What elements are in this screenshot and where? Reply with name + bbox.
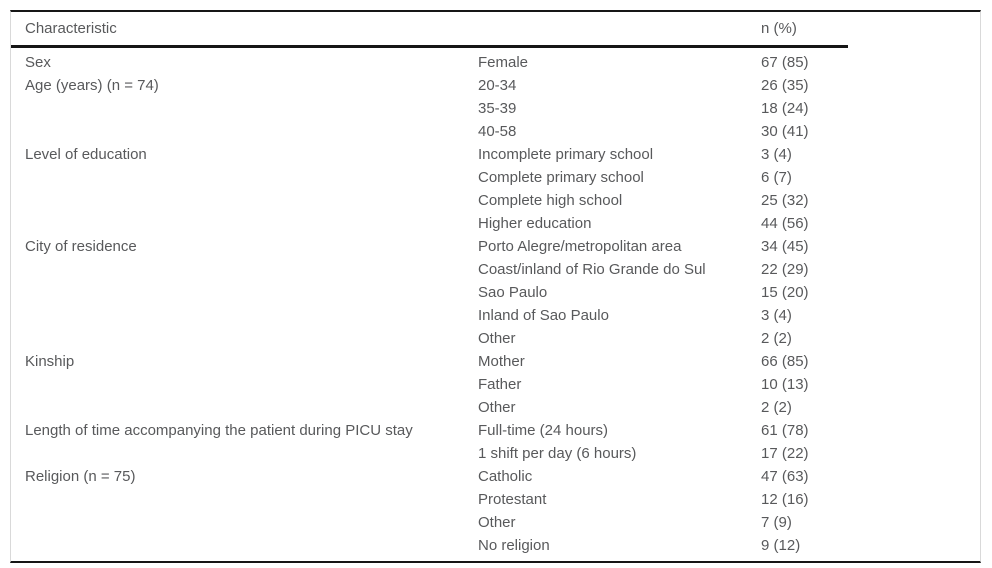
cell-category: Protestant	[478, 491, 547, 508]
cell-category: Female	[478, 54, 529, 71]
cell-value: 17 (22)	[761, 445, 809, 462]
cell-value: 61 (78)	[761, 422, 809, 439]
cell-characteristic	[25, 327, 478, 350]
table-row: Sex Female 67 (85)	[11, 51, 980, 74]
cell-characteristic: Level of education	[25, 146, 147, 163]
cell-value: 30 (41)	[761, 123, 809, 140]
cell-value: 25 (32)	[761, 192, 809, 209]
table-row: Level of education Incomplete primary sch…	[11, 143, 980, 166]
cell-value: 44 (56)	[761, 215, 809, 232]
cell-category: Complete high school	[478, 192, 623, 209]
cell-characteristic	[25, 534, 478, 557]
cell-value: 26 (35)	[761, 77, 809, 94]
cell-category: Other	[478, 399, 516, 416]
cell-characteristic	[25, 120, 478, 143]
cell-value: 18 (24)	[761, 100, 809, 117]
table-row: 1 shift per day (6 hours) 17 (22)	[11, 442, 980, 465]
column-header-characteristic: Characteristic	[25, 20, 117, 37]
cell-category: 20-34	[478, 77, 517, 94]
cell-characteristic	[25, 281, 478, 304]
cell-characteristic	[25, 189, 478, 212]
cell-value: 2 (2)	[761, 399, 792, 416]
cell-value: 9 (12)	[761, 537, 801, 554]
cell-value: 34 (45)	[761, 238, 809, 255]
cell-category: Other	[478, 330, 516, 347]
cell-characteristic	[25, 488, 478, 511]
cell-value: 10 (13)	[761, 376, 809, 393]
table-row: Length of time accompanying the patient …	[11, 419, 980, 442]
cell-category: No religion	[478, 537, 550, 554]
cell-characteristic: Age (years) (n = 74)	[25, 77, 159, 94]
cell-characteristic	[25, 212, 478, 235]
column-header-value: n (%)	[761, 20, 797, 37]
cell-characteristic	[25, 511, 478, 534]
cell-value: 15 (20)	[761, 284, 809, 301]
cell-category: Sao Paulo	[478, 284, 548, 301]
table-row: City of residence Porto Alegre/metropolit…	[11, 235, 980, 258]
cell-category: Complete primary school	[478, 169, 644, 186]
table-row: Protestant 12 (16)	[11, 488, 980, 511]
cell-category: Incomplete primary school	[478, 146, 654, 163]
cell-value: 3 (4)	[761, 307, 792, 324]
cell-value: 2 (2)	[761, 330, 792, 347]
cell-characteristic	[25, 97, 478, 120]
table-row: Religion (n = 75) Catholic 47 (63)	[11, 465, 980, 488]
cell-value: 3 (4)	[761, 146, 792, 163]
cell-characteristic	[25, 258, 478, 281]
cell-value: 67 (85)	[761, 54, 809, 71]
header-underline-rule	[11, 45, 848, 48]
cell-characteristic	[25, 396, 478, 419]
cell-value: 22 (29)	[761, 261, 809, 278]
cell-category: Other	[478, 514, 516, 531]
cell-category: Inland of Sao Paulo	[478, 307, 609, 324]
cell-value: 12 (16)	[761, 491, 809, 508]
cell-characteristic	[25, 304, 478, 327]
cell-category: 1 shift per day (6 hours)	[478, 445, 637, 462]
table-row: Father 10 (13)	[11, 373, 980, 396]
cell-characteristic: Kinship	[25, 353, 75, 370]
cell-category: 35-39	[478, 100, 517, 117]
cell-category: 40-58	[478, 123, 517, 140]
cell-characteristic	[25, 166, 478, 189]
table-row: 40-58 30 (41)	[11, 120, 980, 143]
table-row: Higher education 44 (56)	[11, 212, 980, 235]
table-row: Sao Paulo 15 (20)	[11, 281, 980, 304]
cell-characteristic: Sex	[25, 54, 51, 71]
cell-characteristic: Religion (n = 75)	[25, 468, 136, 485]
characteristics-table: Characteristic n (%) Sex Female 67 (85) Age…	[10, 10, 981, 563]
table-header-row: Characteristic n (%)	[11, 12, 980, 45]
cell-value: 6 (7)	[761, 169, 792, 186]
cell-characteristic: City of residence	[25, 238, 137, 255]
cell-characteristic	[25, 373, 478, 396]
table-row: Kinship Mother 66 (85)	[11, 350, 980, 373]
table-row: Other 7 (9)	[11, 511, 980, 534]
table-row: Coast/inland of Rio Grande do Sul 22 (29)	[11, 258, 980, 281]
cell-category: Porto Alegre/metropolitan area	[478, 238, 682, 255]
table-row: Complete primary school 6 (7)	[11, 166, 980, 189]
cell-category: Father	[478, 376, 522, 393]
table-row: Complete high school 25 (32)	[11, 189, 980, 212]
table-row: Other 2 (2)	[11, 396, 980, 419]
cell-characteristic: Length of time accompanying the patient …	[25, 422, 413, 439]
table-row: Age (years) (n = 74) 20-34 26 (35)	[11, 74, 980, 97]
cell-category: Higher education	[478, 215, 592, 232]
cell-category: Mother	[478, 353, 525, 370]
table-body: Sex Female 67 (85) Age (years) (n = 74) 20-3…	[11, 48, 980, 561]
cell-category: Full-time (24 hours)	[478, 422, 609, 439]
cell-category: Catholic	[478, 468, 533, 485]
table-row: Inland of Sao Paulo 3 (4)	[11, 304, 980, 327]
cell-category: Coast/inland of Rio Grande do Sul	[478, 261, 706, 278]
cell-value: 66 (85)	[761, 353, 809, 370]
table-row: No religion 9 (12)	[11, 534, 980, 557]
cell-value: 47 (63)	[761, 468, 809, 485]
table-row: Other 2 (2)	[11, 327, 980, 350]
cell-characteristic	[25, 442, 478, 465]
table-row: 35-39 18 (24)	[11, 97, 980, 120]
cell-value: 7 (9)	[761, 514, 792, 531]
